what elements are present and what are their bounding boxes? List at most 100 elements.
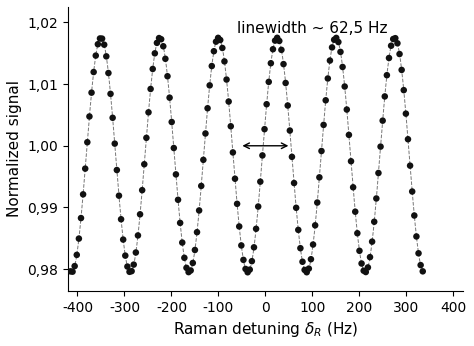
Point [229,150,237,155]
Point [233,201,241,207]
Point [364,265,372,270]
Point [409,189,416,194]
Point [195,208,203,213]
Point [297,245,304,251]
Point [166,95,173,100]
Point [225,99,232,104]
Point [92,53,100,58]
Point [73,252,81,258]
Point [373,196,380,201]
Point [256,179,264,184]
Point [128,268,136,274]
Point [275,38,283,44]
Point [181,255,188,261]
Point [282,80,290,86]
Point [140,162,148,167]
Point [143,135,150,140]
Point [263,101,271,107]
Point [284,103,292,108]
Point [187,268,194,273]
Point [94,42,101,47]
Point [237,243,245,248]
Point [67,268,74,274]
Point [172,172,180,177]
Point [288,154,296,160]
Point [136,211,144,217]
Point [332,35,340,41]
Point [246,267,254,272]
Point [320,122,328,128]
Point [236,224,243,229]
Point [360,268,367,273]
Point [170,145,178,151]
Point [371,219,378,225]
Point [402,111,410,116]
Point [351,209,359,215]
Point [294,227,302,233]
Point [347,158,355,164]
Point [322,98,329,103]
Point [244,270,251,275]
Point [273,35,281,40]
Point [201,131,209,136]
Point [267,61,274,66]
Point [132,250,140,255]
Point [271,38,279,43]
Point [168,119,175,125]
Point [387,43,395,48]
Point [406,163,414,169]
Point [313,200,321,205]
Point [115,193,123,199]
Point [134,233,142,238]
Point [223,77,230,82]
Point [413,234,420,239]
Point [404,136,412,142]
Point [299,259,306,265]
Point [316,175,323,180]
Point [157,36,165,42]
Point [326,58,334,63]
Point [278,47,285,53]
Point [383,72,391,78]
Point [155,35,163,41]
Point [318,148,325,154]
Point [138,188,146,193]
Point [179,240,186,245]
Point [415,251,422,256]
Point [121,253,129,258]
Point [374,170,382,176]
Point [330,37,338,43]
Point [227,124,235,129]
Point [79,192,87,197]
Point [210,48,218,54]
Point [208,63,216,69]
Point [292,205,300,211]
Point [219,45,226,51]
Point [419,268,427,274]
Point [366,254,374,260]
Point [240,257,247,263]
Point [377,144,384,149]
Point [248,258,255,264]
Point [396,51,403,57]
Point [83,139,91,145]
Point [117,217,125,222]
Point [162,56,169,62]
Point [341,84,348,89]
Point [214,35,222,40]
Point [362,269,370,275]
Point [392,35,399,41]
Point [417,262,424,268]
Point [82,166,89,171]
Point [182,265,190,271]
Point [231,176,239,182]
Point [261,126,268,132]
Point [309,242,317,247]
Point [339,64,346,70]
Point [265,79,273,85]
Point [328,45,336,50]
Point [252,226,260,231]
Point [149,66,156,72]
Point [159,44,167,49]
Point [100,42,108,47]
